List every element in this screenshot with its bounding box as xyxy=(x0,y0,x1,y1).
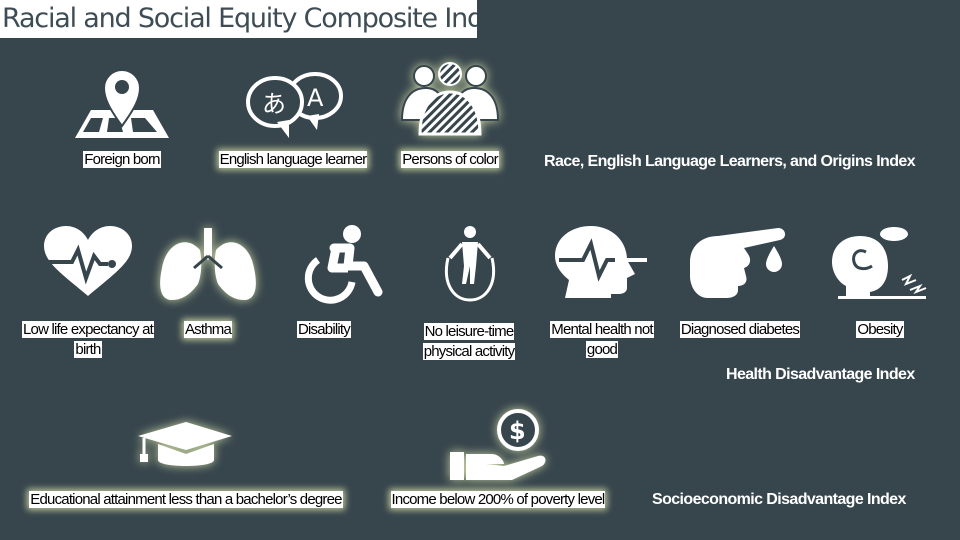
person-scale-icon xyxy=(830,226,928,300)
hand-coin-icon: $ xyxy=(448,408,548,482)
svg-text:$: $ xyxy=(509,417,526,445)
finger-drop-icon xyxy=(688,224,790,298)
heart-pulse-icon xyxy=(42,226,134,298)
persons-of-color-label: Persons of color xyxy=(401,151,499,168)
speech-bubbles-icon: A あ xyxy=(245,68,345,140)
graduation-cap-icon xyxy=(136,420,234,468)
diagnosed-diabetes-label: Diagnosed diabetes xyxy=(679,321,801,338)
obesity-label: Obesity xyxy=(856,321,904,338)
low-life-expectancy-label: Low life expectancy at birth xyxy=(22,321,154,358)
map-pin-icon xyxy=(73,66,171,142)
educational-attainment-label: Educational attainment less than a bache… xyxy=(29,491,343,508)
svg-text:あ: あ xyxy=(262,90,286,118)
mental-health-label: Mental health not good xyxy=(550,321,654,358)
head-pulse-icon xyxy=(555,226,649,298)
english-language-learner-label: English language learner xyxy=(218,151,368,168)
page-title: Racial and Social Equity Composite Index xyxy=(0,0,477,38)
jump-rope-icon xyxy=(440,224,500,302)
asthma-label: Asthma xyxy=(183,321,233,338)
group-people-icon xyxy=(400,62,500,138)
foreign-born-label: Foreign born xyxy=(83,151,161,168)
health-index-heading: Health Disadvantage Index xyxy=(726,366,915,383)
lungs-icon xyxy=(158,228,258,302)
socio-index-heading: Socioeconomic Disadvantage Index xyxy=(652,491,906,508)
disability-label: Disability xyxy=(296,321,351,338)
income-below-poverty-label: Income below 200% of poverty level xyxy=(390,491,606,508)
race-index-heading: Race, English Language Learners, and Ori… xyxy=(544,153,916,170)
svg-text:A: A xyxy=(307,84,324,112)
no-leisure-activity-label: No leisure-time physical activity xyxy=(422,323,516,360)
wheelchair-icon xyxy=(292,224,390,304)
